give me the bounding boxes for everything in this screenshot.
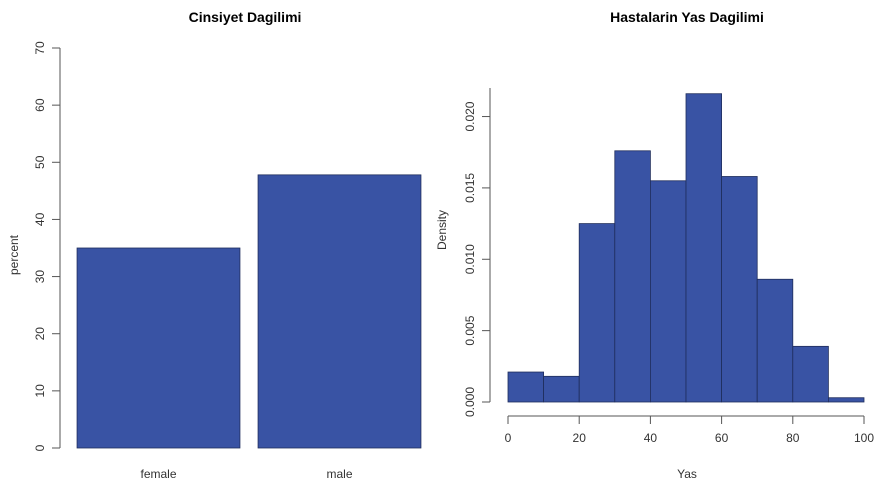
age-x-tick-label: 80	[786, 431, 800, 445]
gender-chart: Cinsiyet Dagilimi percent 0 10 20 30 40 50 60 7…	[7, 9, 422, 481]
hist-bin-90-100	[828, 397, 865, 403]
age-histogram: Hastalarin Yas Dagilimi Density Yas 0.00…	[435, 9, 874, 481]
hist-bin-10-20	[543, 375, 580, 403]
age-y-tick-label: 0.005	[463, 315, 477, 345]
age-y-axis-label: Density	[435, 210, 449, 250]
age-bars	[507, 93, 865, 403]
gender-y-ticks: 0 10 20 30 40 50 60 70	[33, 41, 60, 451]
gender-y-tick-label: 0	[33, 444, 47, 451]
age-x-tick-label: 100	[854, 431, 874, 445]
gender-y-tick-label: 20	[33, 327, 47, 341]
age-x-tick-label: 20	[573, 431, 587, 445]
age-y-tick-label: 0.010	[463, 244, 477, 274]
hist-bin-0-10	[507, 371, 544, 403]
bar-male	[257, 174, 422, 449]
hist-bin-60-70	[721, 176, 758, 403]
hist-bin-80-90	[792, 345, 829, 403]
hist-bin-70-80	[756, 278, 794, 403]
gender-y-tick-label: 50	[33, 155, 47, 169]
gender-y-tick-label: 10	[33, 384, 47, 398]
gender-y-tick-label: 70	[33, 41, 47, 55]
hist-bin-30-40	[614, 150, 651, 403]
hist-bin-50-60	[685, 93, 722, 403]
hist-bin-40-50	[650, 180, 687, 403]
gender-y-tick-label: 60	[33, 98, 47, 112]
age-y-tick-label: 0.000	[463, 387, 477, 417]
bar-female	[76, 247, 241, 449]
age-x-tick-label: 0	[505, 431, 512, 445]
gender-x-labels: female male	[140, 467, 352, 481]
gender-x-label: male	[326, 467, 352, 481]
gender-x-label: female	[140, 467, 176, 481]
hist-bin-20-30	[578, 223, 616, 403]
gender-bars	[76, 174, 422, 449]
age-x-tick-label: 40	[644, 431, 658, 445]
age-y-tick-label: 0.015	[463, 173, 477, 203]
gender-y-tick-label: 30	[33, 270, 47, 284]
age-x-ticks: 0 20 40 60 80 100	[505, 416, 874, 445]
age-y-tick-label: 0.020	[463, 101, 477, 131]
gender-chart-title: Cinsiyet Dagilimi	[189, 9, 302, 25]
age-y-ticks: 0.000 0.005 0.010 0.015 0.020	[463, 101, 490, 417]
age-x-tick-label: 60	[715, 431, 729, 445]
gender-y-tick-label: 40	[33, 212, 47, 226]
age-chart-title: Hastalarin Yas Dagilimi	[610, 9, 764, 25]
gender-y-axis-label: percent	[7, 234, 21, 275]
age-x-axis-label: Yas	[677, 467, 697, 481]
